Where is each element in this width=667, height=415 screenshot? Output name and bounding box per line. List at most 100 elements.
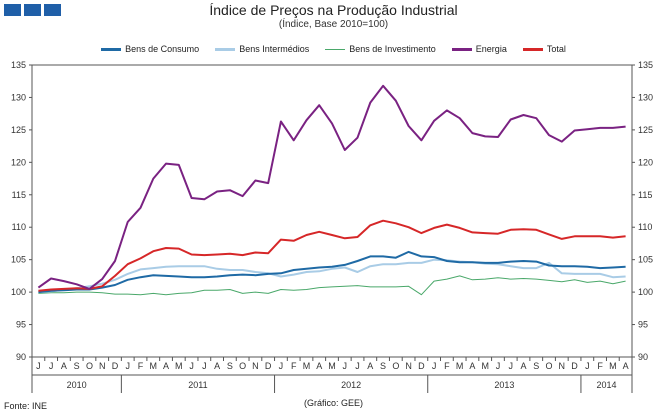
x-month-label: N — [405, 361, 412, 371]
x-month-label: D — [265, 361, 272, 371]
y-tick-label-left: 135 — [11, 60, 26, 70]
x-year-label: 2014 — [596, 380, 616, 390]
x-month-label: F — [597, 361, 603, 371]
legend-item-bens-de-investimento: Bens de Investimento — [325, 44, 436, 54]
logo-square-1 — [4, 4, 21, 16]
x-month-label: F — [138, 361, 144, 371]
legend-swatch-total — [522, 47, 543, 51]
y-tick-label-left: 105 — [11, 255, 26, 265]
y-tick-label-right: 105 — [638, 255, 653, 265]
y-tick-label-left: 100 — [11, 287, 26, 297]
x-month-label: J — [202, 361, 207, 371]
y-tick-label-right: 95 — [638, 320, 648, 330]
x-month-label: N — [559, 361, 566, 371]
x-month-label: O — [546, 361, 553, 371]
chart-subtitle: (Índice, Base 2010=100) — [278, 19, 389, 30]
legend-label-bens-de-investimento: Bens de Investimento — [349, 44, 436, 54]
x-month-label: M — [328, 361, 336, 371]
logo-square-2 — [24, 4, 41, 16]
x-month-label: N — [252, 361, 259, 371]
chart-title: Índice de Preços na Produção Industrial — [209, 2, 458, 18]
legend-swatch-bens-de-consumo — [101, 47, 122, 51]
y-tick-label-right: 125 — [638, 125, 653, 135]
gee-logo — [4, 4, 61, 16]
x-month-label: M — [481, 361, 489, 371]
legend-swatch-bens-de-investimento — [325, 48, 346, 50]
legend-swatch-bens-intermedios — [215, 47, 236, 51]
series-line-bens-de-consumo — [38, 250, 626, 294]
legend-label-total: Total — [546, 44, 566, 54]
y-tick-label-left: 110 — [12, 222, 26, 232]
x-year-label: 2012 — [341, 380, 361, 390]
legend-item-bens-intermedios: Bens Intermédios — [215, 44, 309, 54]
y-tick-label-right: 135 — [638, 60, 653, 70]
legend-label-energia: Energia — [475, 44, 507, 54]
x-month-label: J — [585, 361, 590, 371]
series-line-bens-interm-dios — [38, 258, 626, 294]
x-month-label: F — [444, 361, 450, 371]
legend-label-bens-intermedios: Bens Intermédios — [239, 44, 310, 54]
y-tick-label-right: 100 — [638, 287, 653, 297]
y-tick-label-left: 95 — [16, 320, 26, 330]
series-line-total — [38, 219, 626, 292]
x-month-label: S — [227, 361, 233, 371]
x-month-label: J — [189, 361, 194, 371]
x-month-label: M — [609, 361, 617, 371]
x-month-label: J — [279, 361, 284, 371]
x-month-label: J — [355, 361, 360, 371]
legend-label-bens-de-consumo: Bens de Consumo — [125, 44, 200, 54]
x-month-label: O — [392, 361, 399, 371]
series-line-bens-de-investimento — [38, 275, 626, 296]
x-month-label: N — [99, 361, 106, 371]
x-month-label: S — [533, 361, 539, 371]
y-tick-label-right: 90 — [638, 352, 648, 362]
x-month-label: M — [175, 361, 183, 371]
plot-frame — [31, 64, 633, 358]
y-tick-label-right: 120 — [638, 157, 653, 167]
x-month-label: A — [163, 361, 169, 371]
legend-swatch-energia — [451, 47, 472, 51]
x-month-label: J — [343, 361, 348, 371]
x-month-label: O — [86, 361, 93, 371]
x-month-label: A — [61, 361, 67, 371]
x-month-label: J — [36, 361, 41, 371]
y-tick-label-left: 130 — [11, 92, 26, 102]
logo-square-3 — [44, 4, 61, 16]
x-month-label: A — [520, 361, 526, 371]
x-month-label: O — [239, 361, 246, 371]
x-month-label: J — [432, 361, 437, 371]
y-tick-label-right: 110 — [638, 222, 652, 232]
x-month-label: S — [380, 361, 386, 371]
x-year-label: 2010 — [67, 380, 87, 390]
x-month-label: J — [125, 361, 130, 371]
x-month-label: A — [623, 361, 629, 371]
legend-item-bens-de-consumo: Bens de Consumo — [101, 44, 199, 54]
y-tick-label-right: 130 — [638, 92, 653, 102]
x-month-label: F — [291, 361, 297, 371]
x-month-label: J — [496, 361, 501, 371]
y-tick-label-left: 90 — [16, 352, 26, 362]
x-month-label: S — [74, 361, 80, 371]
chart-credit: (Gráfico: GEE) — [303, 398, 363, 408]
x-month-label: A — [469, 361, 475, 371]
y-tick-label-left: 115 — [12, 190, 26, 200]
x-month-label: D — [112, 361, 119, 371]
legend-item-energia: Energia — [451, 44, 507, 54]
x-month-label: A — [367, 361, 373, 371]
x-month-label: M — [303, 361, 311, 371]
x-month-label: J — [508, 361, 513, 371]
y-tick-label-left: 120 — [11, 157, 26, 167]
y-tick-label-left: 125 — [11, 125, 26, 135]
x-month-label: M — [150, 361, 158, 371]
legend-item-total: Total — [522, 44, 566, 54]
chart-legend: Bens de Consumo Bens Intermédios Bens de… — [0, 44, 667, 54]
x-month-label: A — [214, 361, 220, 371]
series-line-energia — [37, 84, 626, 290]
x-year-label: 2011 — [188, 380, 207, 390]
x-month-label: D — [571, 361, 578, 371]
x-month-label: D — [418, 361, 425, 371]
source-note: Fonte: INE — [4, 401, 48, 411]
x-month-label: M — [456, 361, 464, 371]
x-month-label: J — [49, 361, 54, 371]
